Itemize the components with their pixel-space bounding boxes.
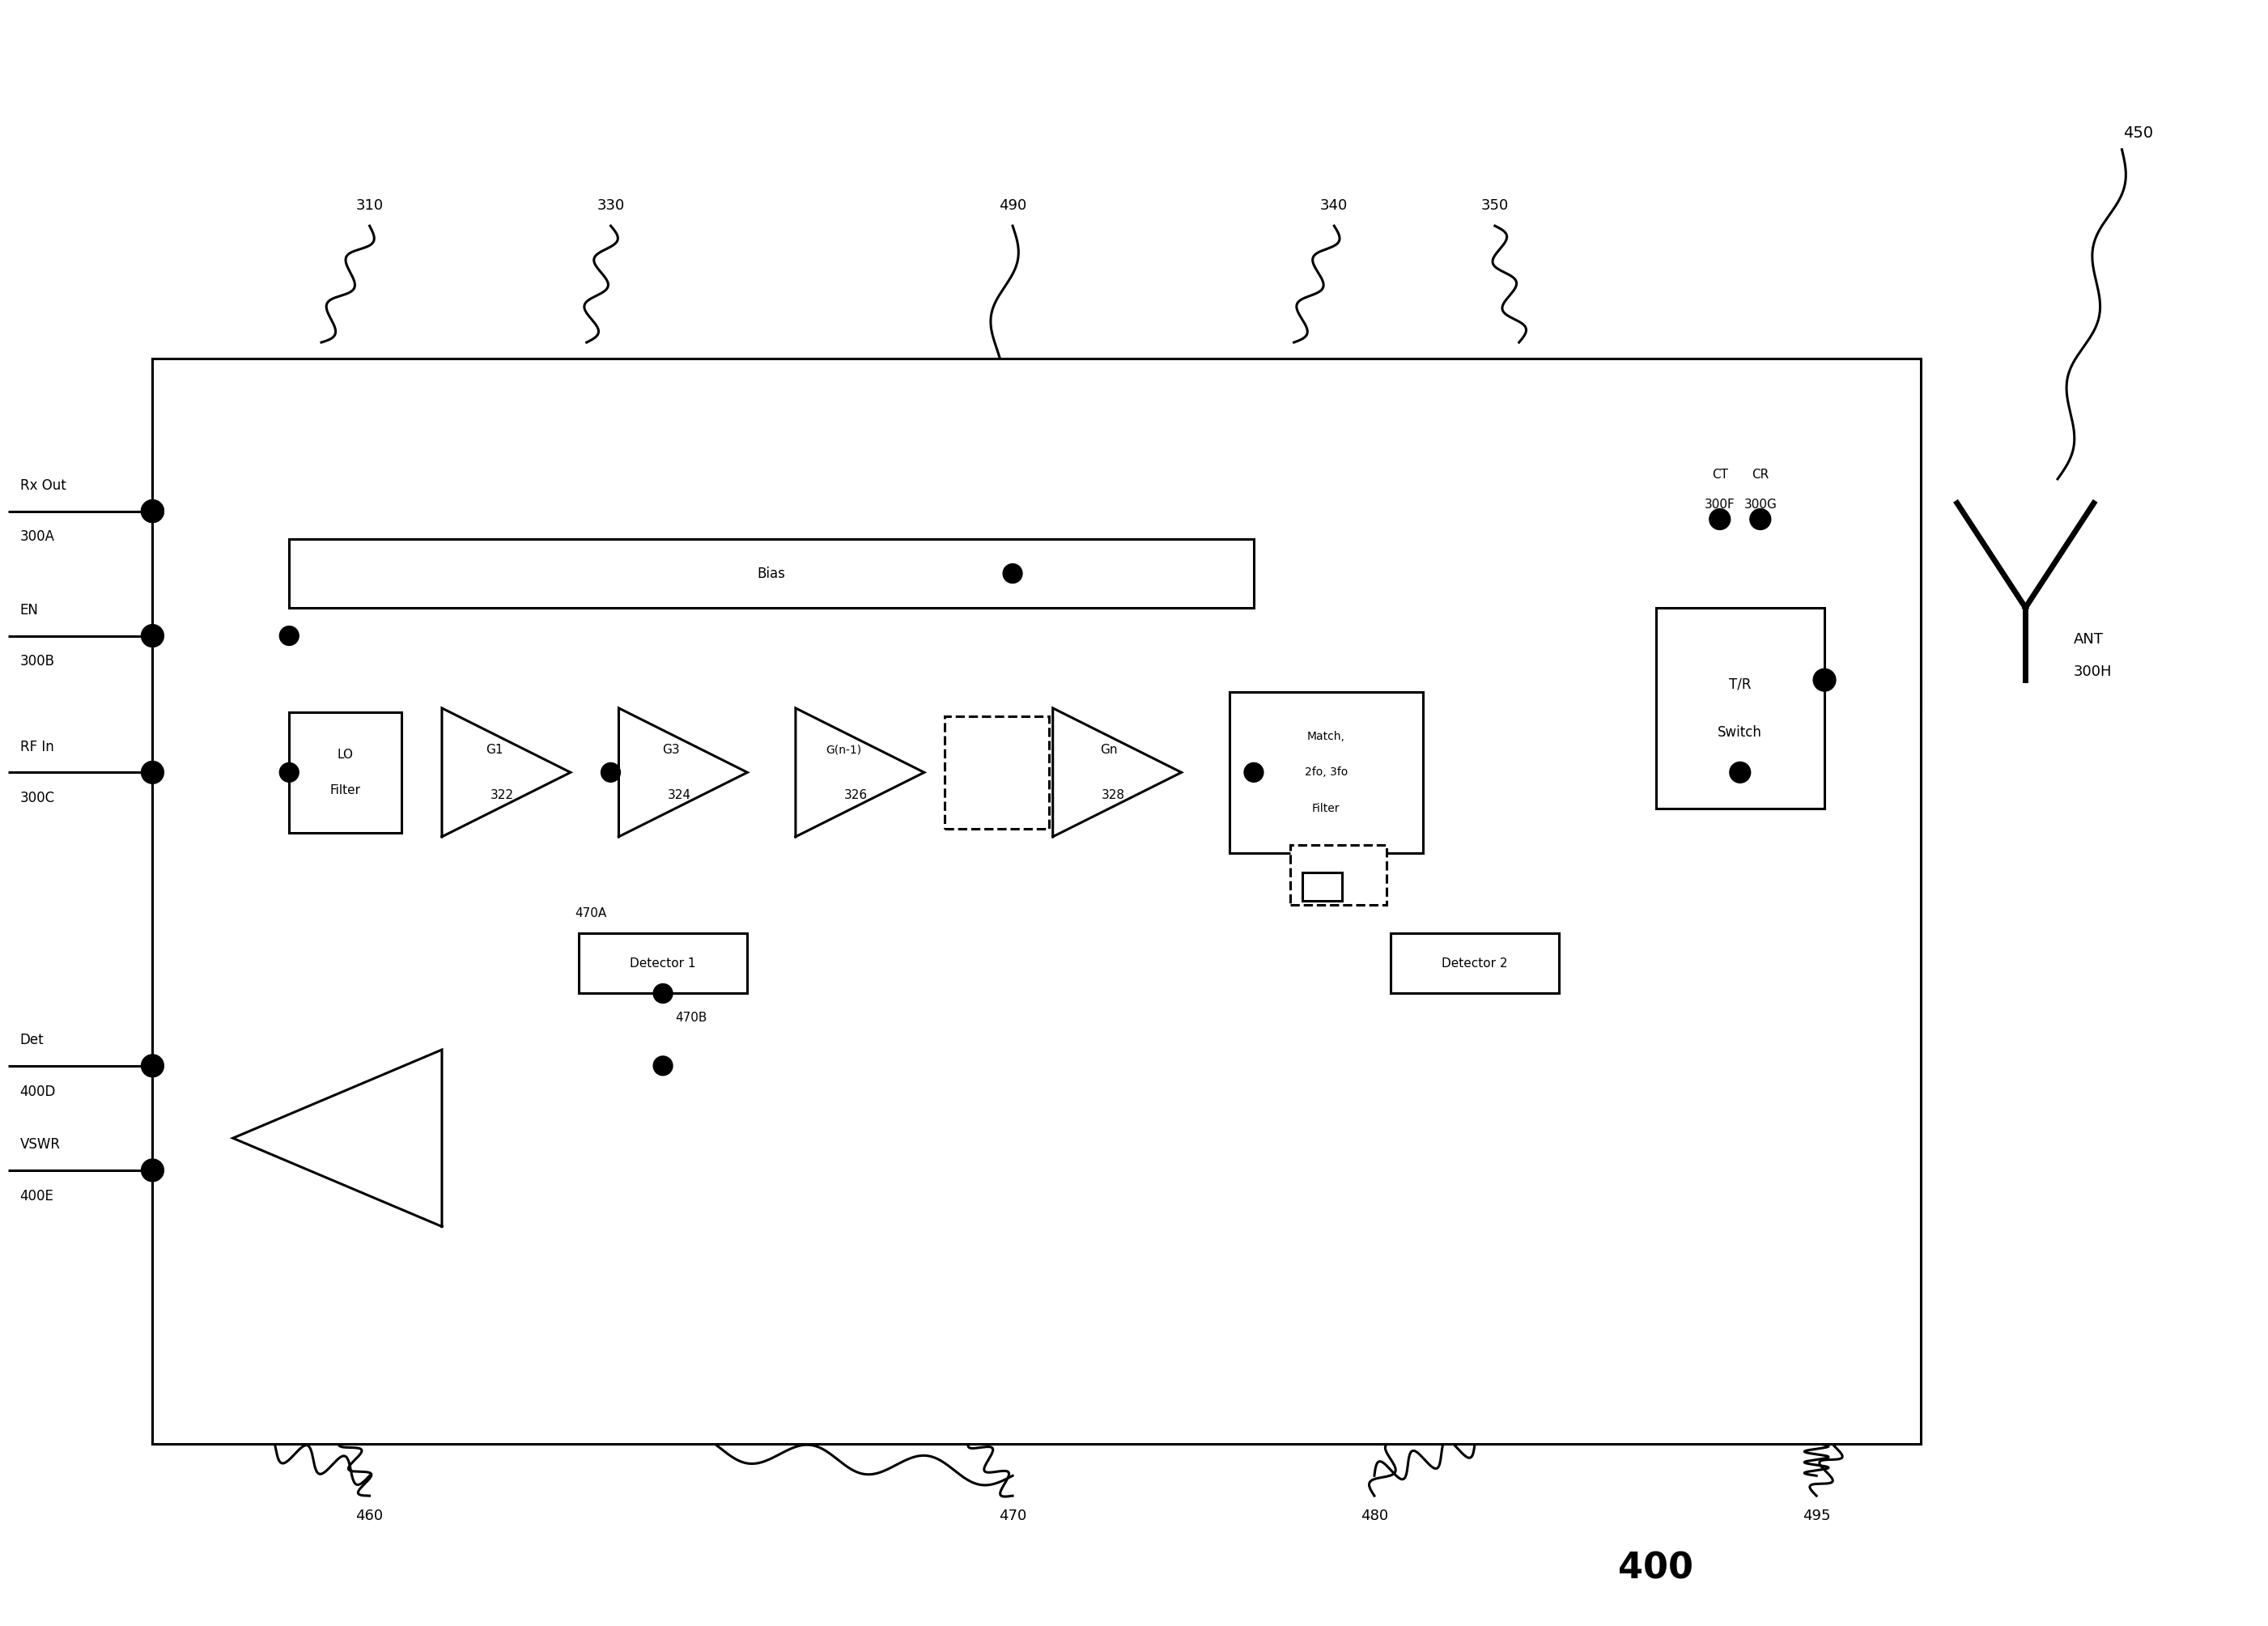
Text: RF In: RF In <box>20 740 54 754</box>
Circle shape <box>141 499 163 522</box>
Circle shape <box>1710 509 1730 530</box>
Bar <box>1656 608 1823 808</box>
Text: EN: EN <box>20 603 39 618</box>
Text: Detector 2: Detector 2 <box>1442 958 1508 969</box>
Text: Detector 1: Detector 1 <box>631 958 696 969</box>
Text: 300F: 300F <box>1706 499 1735 511</box>
Circle shape <box>279 763 299 782</box>
Text: 300A: 300A <box>20 530 54 545</box>
Text: 300G: 300G <box>1744 499 1776 511</box>
Circle shape <box>141 1159 163 1182</box>
Text: 470A: 470A <box>574 907 608 919</box>
Text: 470: 470 <box>998 1509 1027 1524</box>
Circle shape <box>1730 763 1751 782</box>
Text: Bias: Bias <box>758 566 785 580</box>
Text: 300H: 300H <box>2073 665 2112 680</box>
Bar <box>152 358 1921 1444</box>
Bar <box>943 715 1048 829</box>
Text: 310: 310 <box>356 198 383 213</box>
Text: Gn: Gn <box>1100 743 1118 756</box>
Text: 400D: 400D <box>20 1085 57 1099</box>
Circle shape <box>141 761 163 784</box>
Circle shape <box>141 1055 163 1076</box>
Text: 400: 400 <box>1617 1551 1694 1585</box>
Circle shape <box>1245 763 1263 782</box>
Text: G(n-1): G(n-1) <box>826 745 862 756</box>
Circle shape <box>141 499 163 522</box>
Text: G1: G1 <box>485 743 503 756</box>
Circle shape <box>1812 668 1835 691</box>
Circle shape <box>279 626 299 646</box>
Text: Match,: Match, <box>1306 730 1345 741</box>
Text: 400E: 400E <box>20 1189 54 1203</box>
Text: 326: 326 <box>844 789 869 802</box>
Text: G3: G3 <box>662 743 680 756</box>
Bar <box>290 712 401 833</box>
Text: 470B: 470B <box>676 1011 708 1024</box>
Text: 350: 350 <box>1481 198 1508 213</box>
Text: 324: 324 <box>667 789 692 802</box>
Text: 330: 330 <box>596 198 624 213</box>
Text: VSWR: VSWR <box>20 1137 61 1151</box>
Text: 495: 495 <box>1803 1509 1830 1524</box>
Bar <box>578 933 748 993</box>
Text: LO: LO <box>338 748 354 761</box>
Text: Filter: Filter <box>331 784 361 797</box>
Circle shape <box>653 1057 674 1075</box>
Text: 328: 328 <box>1102 789 1125 802</box>
Text: ANT: ANT <box>2073 633 2105 647</box>
Text: 340: 340 <box>1320 198 1347 213</box>
Text: 300C: 300C <box>20 790 54 805</box>
Circle shape <box>1751 509 1771 530</box>
Bar <box>1302 873 1343 901</box>
Text: 460: 460 <box>356 1509 383 1524</box>
Text: Det: Det <box>20 1033 43 1047</box>
Circle shape <box>141 624 163 647</box>
Text: Rx Out: Rx Out <box>20 478 66 493</box>
Text: 490: 490 <box>998 198 1027 213</box>
Circle shape <box>1002 564 1023 584</box>
Text: CT: CT <box>1712 468 1728 481</box>
Text: CR: CR <box>1751 468 1769 481</box>
Bar <box>1290 846 1386 906</box>
Text: 300B: 300B <box>20 654 54 668</box>
Text: 2fo, 3fo: 2fo, 3fo <box>1304 767 1347 779</box>
Text: 322: 322 <box>490 789 515 802</box>
Text: Switch: Switch <box>1717 725 1762 740</box>
Text: 480: 480 <box>1361 1509 1388 1524</box>
Bar <box>1229 693 1422 852</box>
Bar <box>290 540 1254 608</box>
Circle shape <box>601 763 621 782</box>
Bar <box>1390 933 1558 993</box>
Text: 450: 450 <box>2123 125 2152 141</box>
Text: T/R: T/R <box>1728 676 1751 691</box>
Text: Filter: Filter <box>1313 803 1340 815</box>
Circle shape <box>653 984 674 1003</box>
